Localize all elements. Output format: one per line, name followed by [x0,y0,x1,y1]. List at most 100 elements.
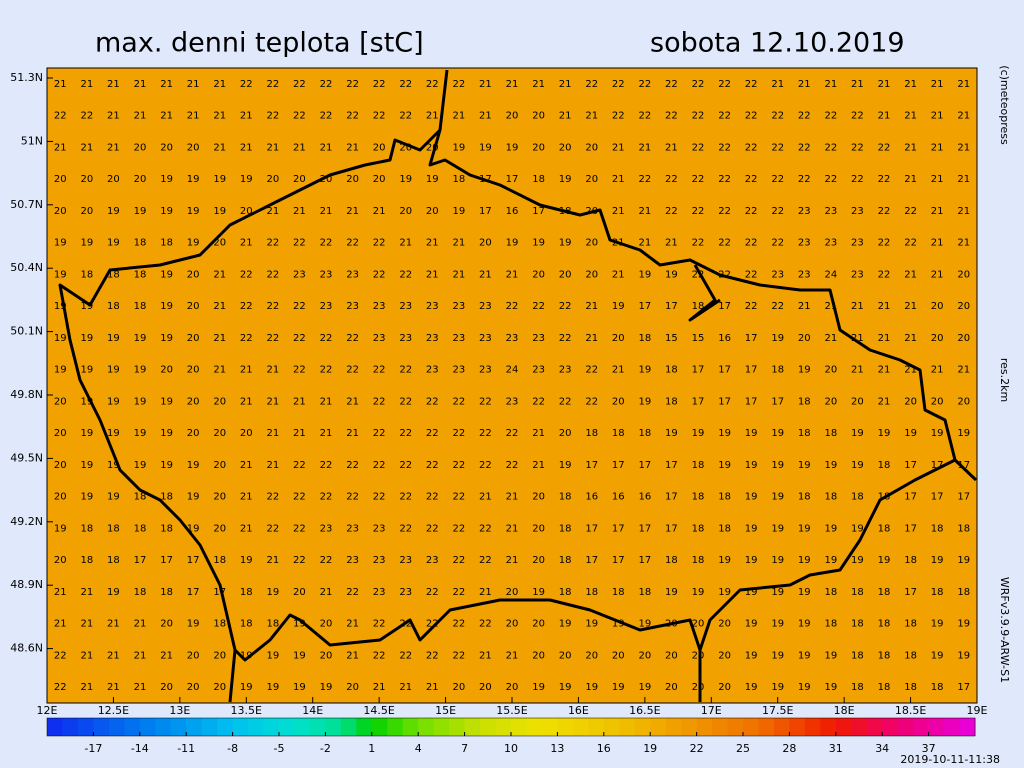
grid-value: 22 [771,174,784,185]
grid-value: 17 [612,523,625,534]
grid-value: 23 [346,269,359,280]
grid-value: 21 [187,111,200,122]
grid-value: 21 [213,301,226,312]
grid-value: 22 [266,301,279,312]
grid-value: 20 [373,142,386,153]
grid-value: 21 [240,396,253,407]
grid-value: 17 [957,460,970,471]
grid-value: 21 [612,365,625,376]
grid-value: 20 [532,492,545,503]
colorbar-label: 10 [504,742,518,755]
grid-value: 18 [107,523,120,534]
grid-value: 17 [638,301,651,312]
grid-value: 21 [107,79,120,90]
grid-value: 17 [665,492,678,503]
grid-value: 17 [692,365,705,376]
grid-value: 20 [506,111,519,122]
grid-value: 18 [160,492,173,503]
grid-value: 20 [532,111,545,122]
colorbar-segment [108,718,125,736]
grid-value: 22 [240,79,253,90]
grid-value: 21 [957,206,970,217]
grid-value: 24 [824,269,837,280]
grid-value: 21 [904,142,917,153]
grid-value: 21 [346,206,359,217]
grid-value: 22 [373,396,386,407]
grid-value: 19 [824,460,837,471]
grid-value: 22 [878,174,891,185]
grid-value: 21 [213,142,226,153]
grid-value: 18 [612,587,625,598]
grid-value: 18 [904,555,917,566]
grid-value: 21 [80,79,93,90]
grid-value: 21 [931,111,944,122]
grid-value: 19 [798,682,811,693]
grid-value: 21 [240,238,253,249]
grid-value: 18 [665,365,678,376]
colorbar-segment [93,718,110,736]
grid-value: 21 [320,206,333,217]
grid-value: 18 [559,492,572,503]
grid-value: 21 [293,396,306,407]
grid-value: 22 [745,142,758,153]
colorbar-segment [77,718,94,736]
grid-value: 23 [532,333,545,344]
grid-value: 22 [373,365,386,376]
grid-value: 23 [426,333,439,344]
lon-label: 12E [37,704,58,717]
grid-value: 21 [506,555,519,566]
grid-value: 23 [506,333,519,344]
grid-value: 18 [213,619,226,630]
grid-value: 20 [320,619,333,630]
grid-value: 19 [559,174,572,185]
grid-value: 21 [320,396,333,407]
colorbar-segment [541,718,558,736]
grid-value: 20 [931,301,944,312]
colorbar-label: 7 [461,742,468,755]
grid-value: 19 [665,269,678,280]
grid-value: 21 [266,555,279,566]
grid-value: 22 [585,79,598,90]
lon-label: 16E [568,704,589,717]
grid-value: 21 [771,79,784,90]
colorbar-label: 4 [415,742,422,755]
colorbar-segment [263,718,280,736]
grid-value: 21 [266,396,279,407]
grid-value: 22 [745,79,758,90]
grid-value: 21 [293,428,306,439]
grid-value: 21 [134,682,147,693]
border-line [438,69,449,131]
grid-value: 19 [160,206,173,217]
grid-value: 21 [107,142,120,153]
colorbar-segment [789,718,806,736]
grid-value: 19 [187,206,200,217]
grid-value: 23 [320,269,333,280]
grid-value: 18 [665,555,678,566]
grid-value: 18 [612,428,625,439]
grid-value: 19 [54,301,67,312]
grid-value: 18 [878,682,891,693]
grid-value: 21 [266,460,279,471]
grid-value: 21 [266,365,279,376]
grid-value: 18 [718,492,731,503]
grid-value: 21 [452,238,465,249]
grid-value: 19 [771,587,784,598]
grid-value: 22 [692,174,705,185]
grid-value: 22 [399,396,412,407]
grid-value: 20 [532,619,545,630]
grid-value: 22 [54,650,67,661]
grid-value: 19 [771,555,784,566]
grid-value: 22 [745,301,758,312]
model: WRFv3.9.9-ARW-S1 [998,577,1011,683]
grid-value: 20 [80,174,93,185]
grid-value: 20 [426,142,439,153]
grid-value: 20 [187,142,200,153]
grid-value: 18 [692,555,705,566]
lat-label: 49.8N [10,388,43,401]
grid-value: 22 [373,111,386,122]
grid-value: 19 [931,428,944,439]
grid-value: 19 [479,142,492,153]
lon-label: 15E [435,704,456,717]
grid-value: 22 [346,460,359,471]
grid-value: 21 [638,206,651,217]
